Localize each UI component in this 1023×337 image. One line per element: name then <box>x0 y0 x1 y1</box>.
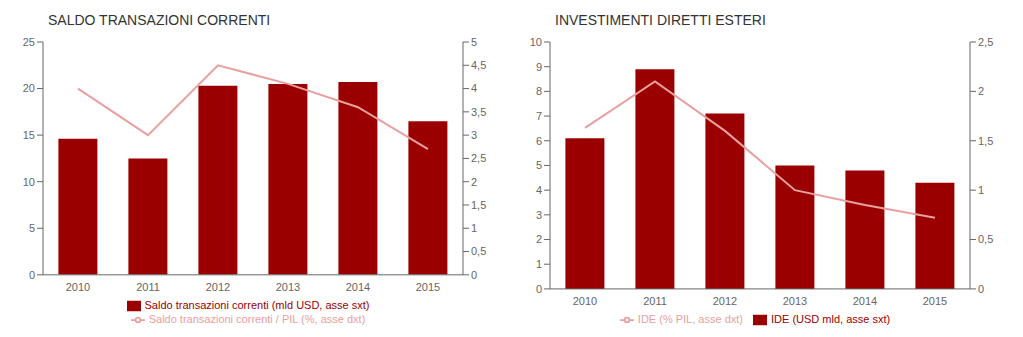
svg-text:2013: 2013 <box>276 281 300 293</box>
svg-text:7: 7 <box>536 110 542 122</box>
svg-text:4: 4 <box>471 82 477 94</box>
svg-text:1: 1 <box>471 222 477 234</box>
svg-text:3: 3 <box>471 129 477 141</box>
html-text:INVESTIMENTI DIRETTI ESTERI: INVESTIMENTI DIRETTI ESTERI <box>555 12 766 28</box>
svg-text:10: 10 <box>530 36 542 48</box>
svg-text:0,5: 0,5 <box>978 233 993 245</box>
svg-text:20: 20 <box>23 82 35 94</box>
svg-text:2,5: 2,5 <box>978 36 993 48</box>
svg-text:1,5: 1,5 <box>471 199 486 211</box>
svg-text:0: 0 <box>978 283 984 295</box>
svg-text:10: 10 <box>23 176 35 188</box>
svg-text:2015: 2015 <box>923 295 947 307</box>
svg-text:5: 5 <box>536 159 542 171</box>
svg-text:2010: 2010 <box>573 295 597 307</box>
svg-text:0: 0 <box>471 269 477 281</box>
svg-text:4,5: 4,5 <box>471 59 486 71</box>
svg-text:2015: 2015 <box>416 281 440 293</box>
svg-text:8: 8 <box>536 85 542 97</box>
svg-text:2012: 2012 <box>206 281 230 293</box>
svg-text:15: 15 <box>23 129 35 141</box>
svg-text:2011: 2011 <box>136 281 160 293</box>
html-text:SALDO TRANSAZIONI CORRENTI: SALDO TRANSAZIONI CORRENTI <box>48 12 271 28</box>
svg-text:2014: 2014 <box>853 295 877 307</box>
svg-text:2: 2 <box>536 233 542 245</box>
svg-text:0,5: 0,5 <box>471 245 486 257</box>
svg-text:6: 6 <box>536 135 542 147</box>
svg-text:3,5: 3,5 <box>471 106 486 118</box>
svg-text:2014: 2014 <box>346 281 370 293</box>
svg-text:5: 5 <box>471 36 477 48</box>
svg-text:0: 0 <box>536 283 542 295</box>
svg-text:2: 2 <box>471 176 477 188</box>
svg-text:3: 3 <box>536 209 542 221</box>
svg-text:5: 5 <box>29 222 35 234</box>
svg-text:1: 1 <box>536 258 542 270</box>
svg-text:1: 1 <box>978 184 984 196</box>
svg-text:25: 25 <box>23 36 35 48</box>
svg-text:2011: 2011 <box>643 295 667 307</box>
svg-text:2013: 2013 <box>783 295 807 307</box>
svg-text:9: 9 <box>536 61 542 73</box>
html-text:Saldo transazioni correnti / P: Saldo transazioni correnti / PIL (%, ass… <box>148 312 366 325</box>
svg-text:0: 0 <box>29 269 35 281</box>
svg-text:2010: 2010 <box>66 281 90 293</box>
svg-text:4: 4 <box>536 184 542 196</box>
svg-text:1,5: 1,5 <box>978 135 993 147</box>
html-text:IDE (USD mld, asse sxt): IDE (USD mld, asse sxt) <box>771 312 891 325</box>
svg-text:2: 2 <box>978 85 984 97</box>
html-text:Saldo transazioni correnti (ml: Saldo transazioni correnti (mld USD, ass… <box>144 298 370 311</box>
svg-text:2,5: 2,5 <box>471 152 486 164</box>
html-text:IDE (% PIL, asse dxt): IDE (% PIL, asse dxt) <box>637 312 743 325</box>
svg-text:2012: 2012 <box>713 295 737 307</box>
